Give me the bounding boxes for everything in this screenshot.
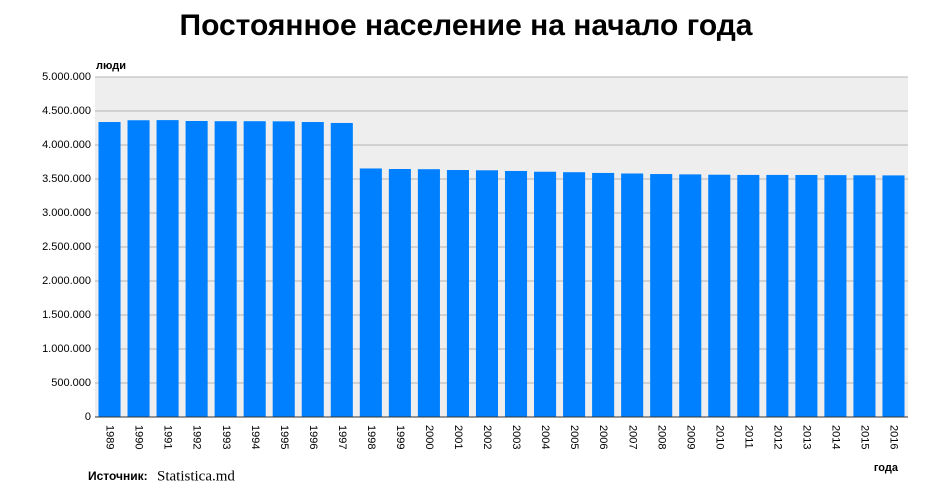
bar [766,174,789,417]
bar [504,170,528,417]
y-tick-label: 5.000.000 [42,71,91,83]
bar [882,175,905,417]
bar [330,122,353,417]
chart-title: Постоянное население на начало года [180,9,753,42]
y-tick-label: 1.500.000 [42,309,91,321]
bars [98,120,905,418]
y-tick-label: 4.500.000 [42,105,91,117]
x-tick-label: 1991 [162,425,174,449]
bar [417,169,440,417]
bar [446,170,469,417]
x-tick-label: 1992 [191,425,203,449]
bar [272,121,295,417]
x-tick-label: 1993 [220,425,232,449]
bar [127,120,150,418]
bar [737,174,760,417]
x-tick-label: 2011 [742,425,754,449]
bar [185,120,208,417]
bar [475,170,499,417]
x-tick-label: 2014 [830,425,842,449]
x-tick-label: 2008 [655,425,667,449]
x-tick-label: 2006 [597,425,609,449]
bar [214,121,237,417]
y-tick-label: 3.000.000 [42,207,91,219]
bar [853,175,876,417]
bar [243,121,266,417]
x-tick-label: 2013 [800,425,812,449]
y-tick-label: 3.500.000 [42,173,91,185]
x-tick-label: 1994 [249,425,261,449]
bar [98,122,121,418]
x-tick-label: 1995 [278,425,290,449]
bar [650,174,673,417]
x-tick-label: 2000 [423,425,435,449]
x-tick-label: 2002 [481,425,493,449]
bar [708,174,731,417]
bar [592,172,615,417]
x-tick-label: 1990 [133,425,145,449]
bar [795,174,818,417]
x-tick-label: 1996 [307,425,319,449]
x-tick-label: 1998 [365,425,377,449]
bar [824,175,847,417]
x-tick-label: 2016 [888,425,900,449]
x-tick-label: 2012 [771,425,783,449]
x-tick-label: 2005 [568,425,580,449]
x-tick-label: 2015 [859,425,871,449]
bar [679,174,702,417]
y-tick-label: 1.000.000 [42,343,91,355]
bar [534,171,557,417]
x-axis-label: года [874,462,899,474]
x-tick-label: 2001 [452,425,464,449]
x-tick-label: 2010 [713,425,725,449]
x-tick-label: 2009 [684,425,696,449]
y-tick-label: 0 [85,411,91,423]
source: Statistica.md [157,468,235,484]
y-tick-label: 4.000.000 [42,139,91,151]
y-tick-label: 500.000 [51,377,91,389]
bar [301,122,324,418]
y-tick-label: 2.500.000 [42,241,91,253]
x-tick-label: 2004 [539,425,551,449]
bar [563,172,586,417]
x-tick-label: 1999 [394,425,406,449]
source-label: Источник: [88,469,148,483]
x-tick-label: 1997 [336,425,348,449]
bar [388,169,411,417]
x-tick-label: 2003 [510,425,522,449]
y-axis-label: люди [96,60,126,72]
bar [359,168,382,417]
bar [156,120,179,417]
x-tick-label: 2007 [626,425,638,449]
y-tick-label: 2.000.000 [42,275,91,287]
x-tick-label: 1989 [104,425,116,449]
bar [621,173,644,417]
